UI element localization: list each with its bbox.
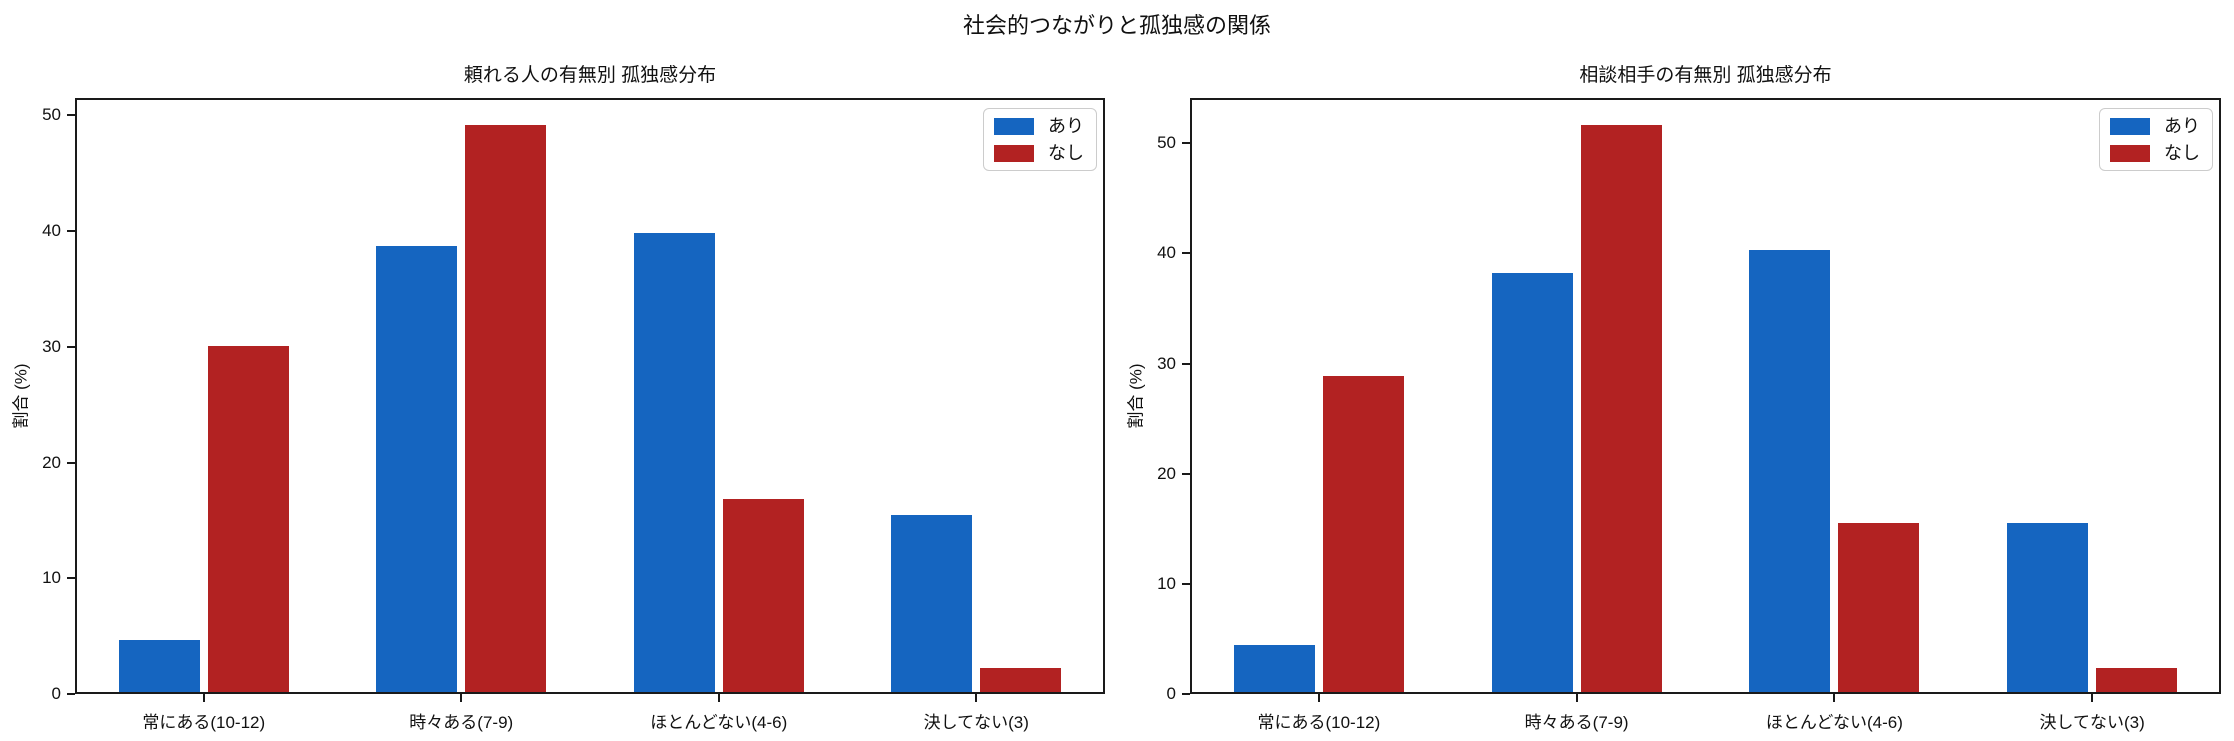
subplot-1-y-tick-label: 0 [1166,684,1176,703]
subplot-1-y-tick-label: 50 [1157,133,1176,153]
subplot-1-y-tick-label: 10 [1157,573,1176,593]
subplot-1-x-tick-label: 決してない(3) [2039,713,2145,732]
subplot-1-x-tick-label: ほとんどない(4-6) [1765,713,1903,732]
subplot-1-y-tick-mark [1182,582,1190,585]
subplot-1-x-tick-mark [1575,694,1578,702]
subplot-0-y-tick-label: 50 [42,105,61,125]
subplot-0-x-tick-mark [202,694,205,702]
subplot-0-bar-series1-cat2 [722,499,804,692]
legend-label: あり [1048,116,1084,136]
subplot-0-legend-row-0: あり [994,116,1084,136]
subplot-1-x-tick-mark [2091,694,2094,702]
subplot-0-y-axis-label: 割合 (%) [11,363,31,429]
subplot-1-y-tick-label: 40 [1157,243,1176,263]
subplot-1-bar-series0-cat2 [1749,250,1831,692]
subplot-1-x-tick-label: 常にある(10-12) [1257,713,1381,732]
subplot-0-y-tick-label: 20 [42,452,61,472]
subplot-1-x-tick-mark [1833,694,1836,702]
subplot-0-y-tick-mark [67,693,75,695]
subplot-0-bar-series0-cat2 [633,233,715,692]
subplot-1-bar-series0-cat1 [1491,273,1573,692]
subplot-1-title: 相談相手の有無別 孤独感分布 [1579,65,1832,86]
subplot-0-y-tick-mark [67,577,75,580]
subplot-0-bar-series1-cat1 [465,125,547,692]
subplot-0-legend: あり なし [983,108,1097,171]
figure-title: 社会的つながりと孤独感の関係 [962,13,1271,38]
subplot-0-x-tick-mark [717,694,720,702]
subplot-0-bar-series0-cat1 [376,246,458,692]
subplot-0-x-tick-mark [975,694,978,702]
subplot-0-x-tick-label: 時々ある(7-9) [409,713,514,732]
subplot-1-legend-row-1: なし [2110,143,2200,163]
subplot-0-x-tick-label: 常にある(10-12) [142,713,266,732]
subplot-1-y-tick-mark [1182,362,1190,365]
subplot-0-bar-series1-cat3 [980,668,1062,692]
subplot-1-y-tick-mark [1182,693,1190,695]
subplot-1-bar-series0-cat0 [1233,645,1315,692]
subplot-1-bar-series1-cat0 [1322,376,1404,692]
subplot-0-y-tick-label: 40 [42,221,61,241]
legend-label: なし [1048,143,1084,163]
subplot-0-title: 頼れる人の有無別 孤独感分布 [463,65,717,86]
subplot-0-y-tick-label: 10 [42,568,61,588]
subplot-1-y-tick-mark [1182,252,1190,255]
subplot-0-x-tick-mark [460,694,463,702]
subplot-1-bar-series1-cat3 [2096,668,2178,692]
subplot-0-y-tick-label: 30 [42,336,61,356]
legend-swatch-あり [994,117,1034,135]
subplot-1-x-tick-mark [1317,694,1320,702]
subplot-1-x-tick-label: 時々ある(7-9) [1524,713,1629,732]
subplot-1-y-tick-mark [1182,142,1190,145]
subplot-0-y-tick-mark [67,345,75,348]
legend-swatch-なし [994,144,1034,162]
subplot-1-bar-series1-cat2 [1838,523,1920,692]
subplot-1-legend: あり なし [2099,108,2213,171]
legend-label: あり [2164,116,2200,136]
subplot-0-bar-series0-cat0 [118,640,200,692]
subplot-1-y-tick-label: 20 [1157,463,1176,483]
subplot-1-y-tick-mark [1182,472,1190,475]
subplot-0-legend-row-1: なし [994,143,1084,163]
subplot-0-y-tick-mark [67,461,75,464]
subplot-0-bar-series0-cat3 [891,515,973,692]
legend-swatch-あり [2110,117,2150,135]
legend-swatch-なし [2110,144,2150,162]
subplot-1-bar-series0-cat3 [2007,523,2089,692]
subplot-0-y-tick-label: 0 [51,684,61,703]
legend-label: なし [2164,143,2200,163]
subplot-1-legend-row-0: あり [2110,116,2200,136]
subplot-0-x-tick-label: 決してない(3) [923,713,1029,732]
subplot-0-bar-series1-cat0 [207,346,289,692]
subplot-0-y-tick-mark [67,114,75,117]
subplot-0-x-tick-label: ほとんどない(4-6) [650,713,788,732]
subplot-1-bar-series1-cat1 [1580,125,1662,692]
subplot-0-y-tick-mark [67,230,75,233]
subplot-1-y-tick-label: 30 [1157,353,1176,373]
